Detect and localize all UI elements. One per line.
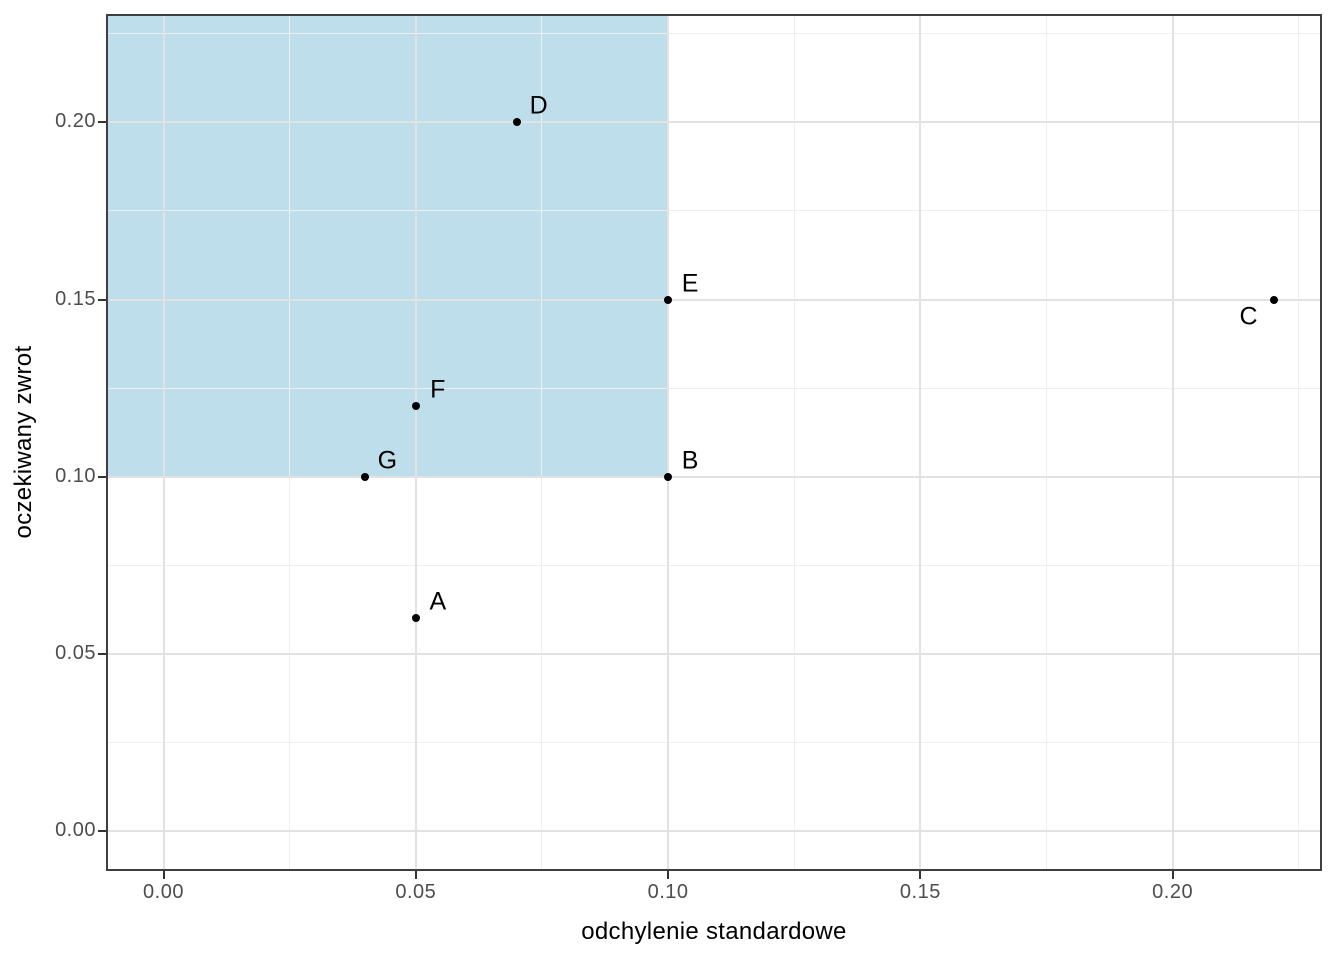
data-point — [512, 118, 521, 127]
gridline-minor-vertical — [541, 14, 543, 871]
x-tick-label: 0.00 — [143, 881, 184, 903]
gridline-major-horizontal — [106, 829, 1322, 832]
gridline-major-horizontal — [106, 121, 1322, 124]
gridline-minor-vertical — [289, 14, 291, 871]
x-tick-mark — [162, 871, 165, 879]
gridline-minor-horizontal — [106, 387, 1322, 389]
y-tick-label: 0.05 — [55, 641, 96, 664]
y-tick-label: 0.10 — [55, 464, 96, 487]
x-tick-label: 0.20 — [1152, 881, 1194, 903]
gridline-major-horizontal — [106, 652, 1322, 655]
x-tick-mark — [414, 871, 417, 879]
y-tick-label: 0.20 — [55, 110, 96, 133]
data-point — [664, 295, 673, 304]
y-axis-title: oczekiwany zwrot — [10, 345, 37, 539]
y-tick-mark — [98, 475, 106, 478]
gridline-minor-horizontal — [106, 741, 1322, 743]
x-tick-mark — [919, 871, 922, 879]
x-tick-label: 0.10 — [647, 881, 689, 903]
data-point — [1269, 295, 1278, 304]
data-point — [664, 472, 673, 481]
gridline-major-vertical — [1171, 14, 1174, 871]
gridline-minor-horizontal — [106, 210, 1322, 212]
point-label: F — [430, 375, 446, 404]
x-tick-label: 0.05 — [395, 881, 437, 903]
gridline-major-vertical — [919, 14, 922, 871]
data-point — [411, 401, 420, 410]
gridline-major-vertical — [414, 14, 417, 871]
y-tick-label: 0.00 — [55, 818, 96, 841]
y-tick-mark — [98, 298, 106, 301]
point-label: C — [1239, 302, 1258, 331]
data-point — [361, 472, 370, 481]
x-tick-mark — [1171, 871, 1174, 879]
gridline-major-vertical — [667, 14, 670, 871]
gridline-major-horizontal — [106, 298, 1322, 301]
gridline-minor-vertical — [793, 14, 795, 871]
x-tick-label: 0.15 — [899, 881, 941, 903]
y-tick-mark — [98, 829, 106, 832]
gridline-minor-horizontal — [106, 564, 1322, 566]
highlight-region — [106, 14, 669, 477]
y-tick-mark — [98, 652, 106, 655]
gridline-major-horizontal — [106, 475, 1322, 478]
plot-panel: A B C D E F G — [106, 14, 1322, 871]
gridline-minor-vertical — [1046, 14, 1047, 871]
point-label: A — [429, 587, 447, 616]
point-label: G — [377, 446, 398, 475]
y-tick-mark — [98, 121, 106, 124]
y-tick-label: 0.15 — [55, 287, 96, 310]
point-label: D — [529, 91, 548, 120]
gridline-major-vertical — [162, 14, 165, 871]
x-axis-title: odchylenie standardowe — [581, 918, 847, 945]
gridline-minor-vertical — [1298, 14, 1300, 871]
x-tick-mark — [667, 871, 670, 879]
gridline-minor-horizontal — [106, 33, 1322, 35]
point-label: E — [681, 269, 699, 298]
data-point — [411, 614, 420, 623]
point-label: B — [681, 446, 699, 475]
